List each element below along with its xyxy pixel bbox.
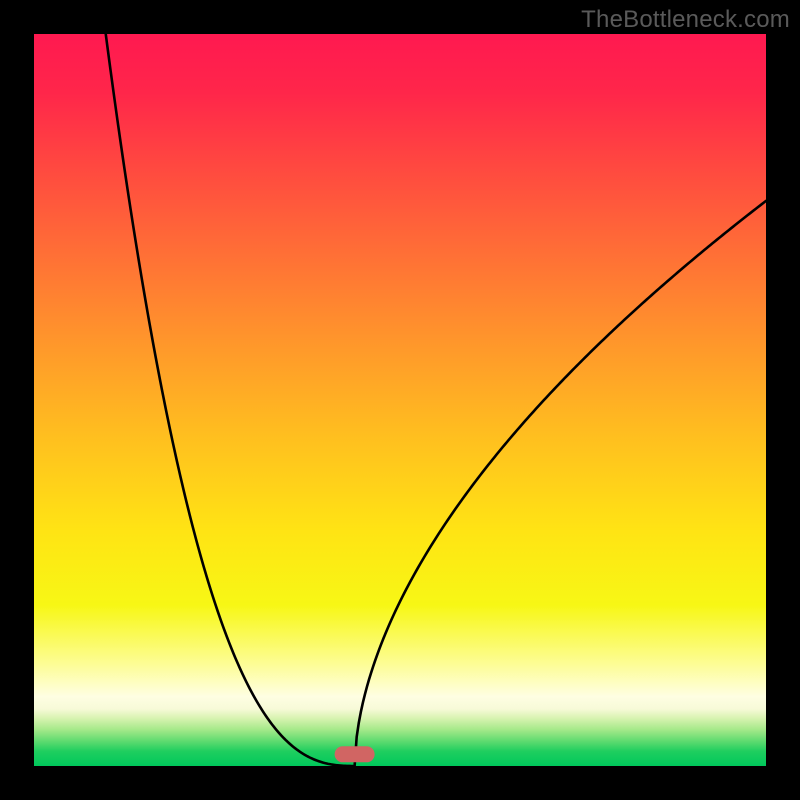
watermark-text: TheBottleneck.com	[581, 6, 790, 34]
chart-container: TheBottleneck.com	[0, 0, 800, 800]
valley-marker	[335, 746, 375, 762]
chart-background	[34, 34, 766, 766]
plot-area	[34, 34, 766, 766]
chart-svg	[34, 34, 766, 766]
